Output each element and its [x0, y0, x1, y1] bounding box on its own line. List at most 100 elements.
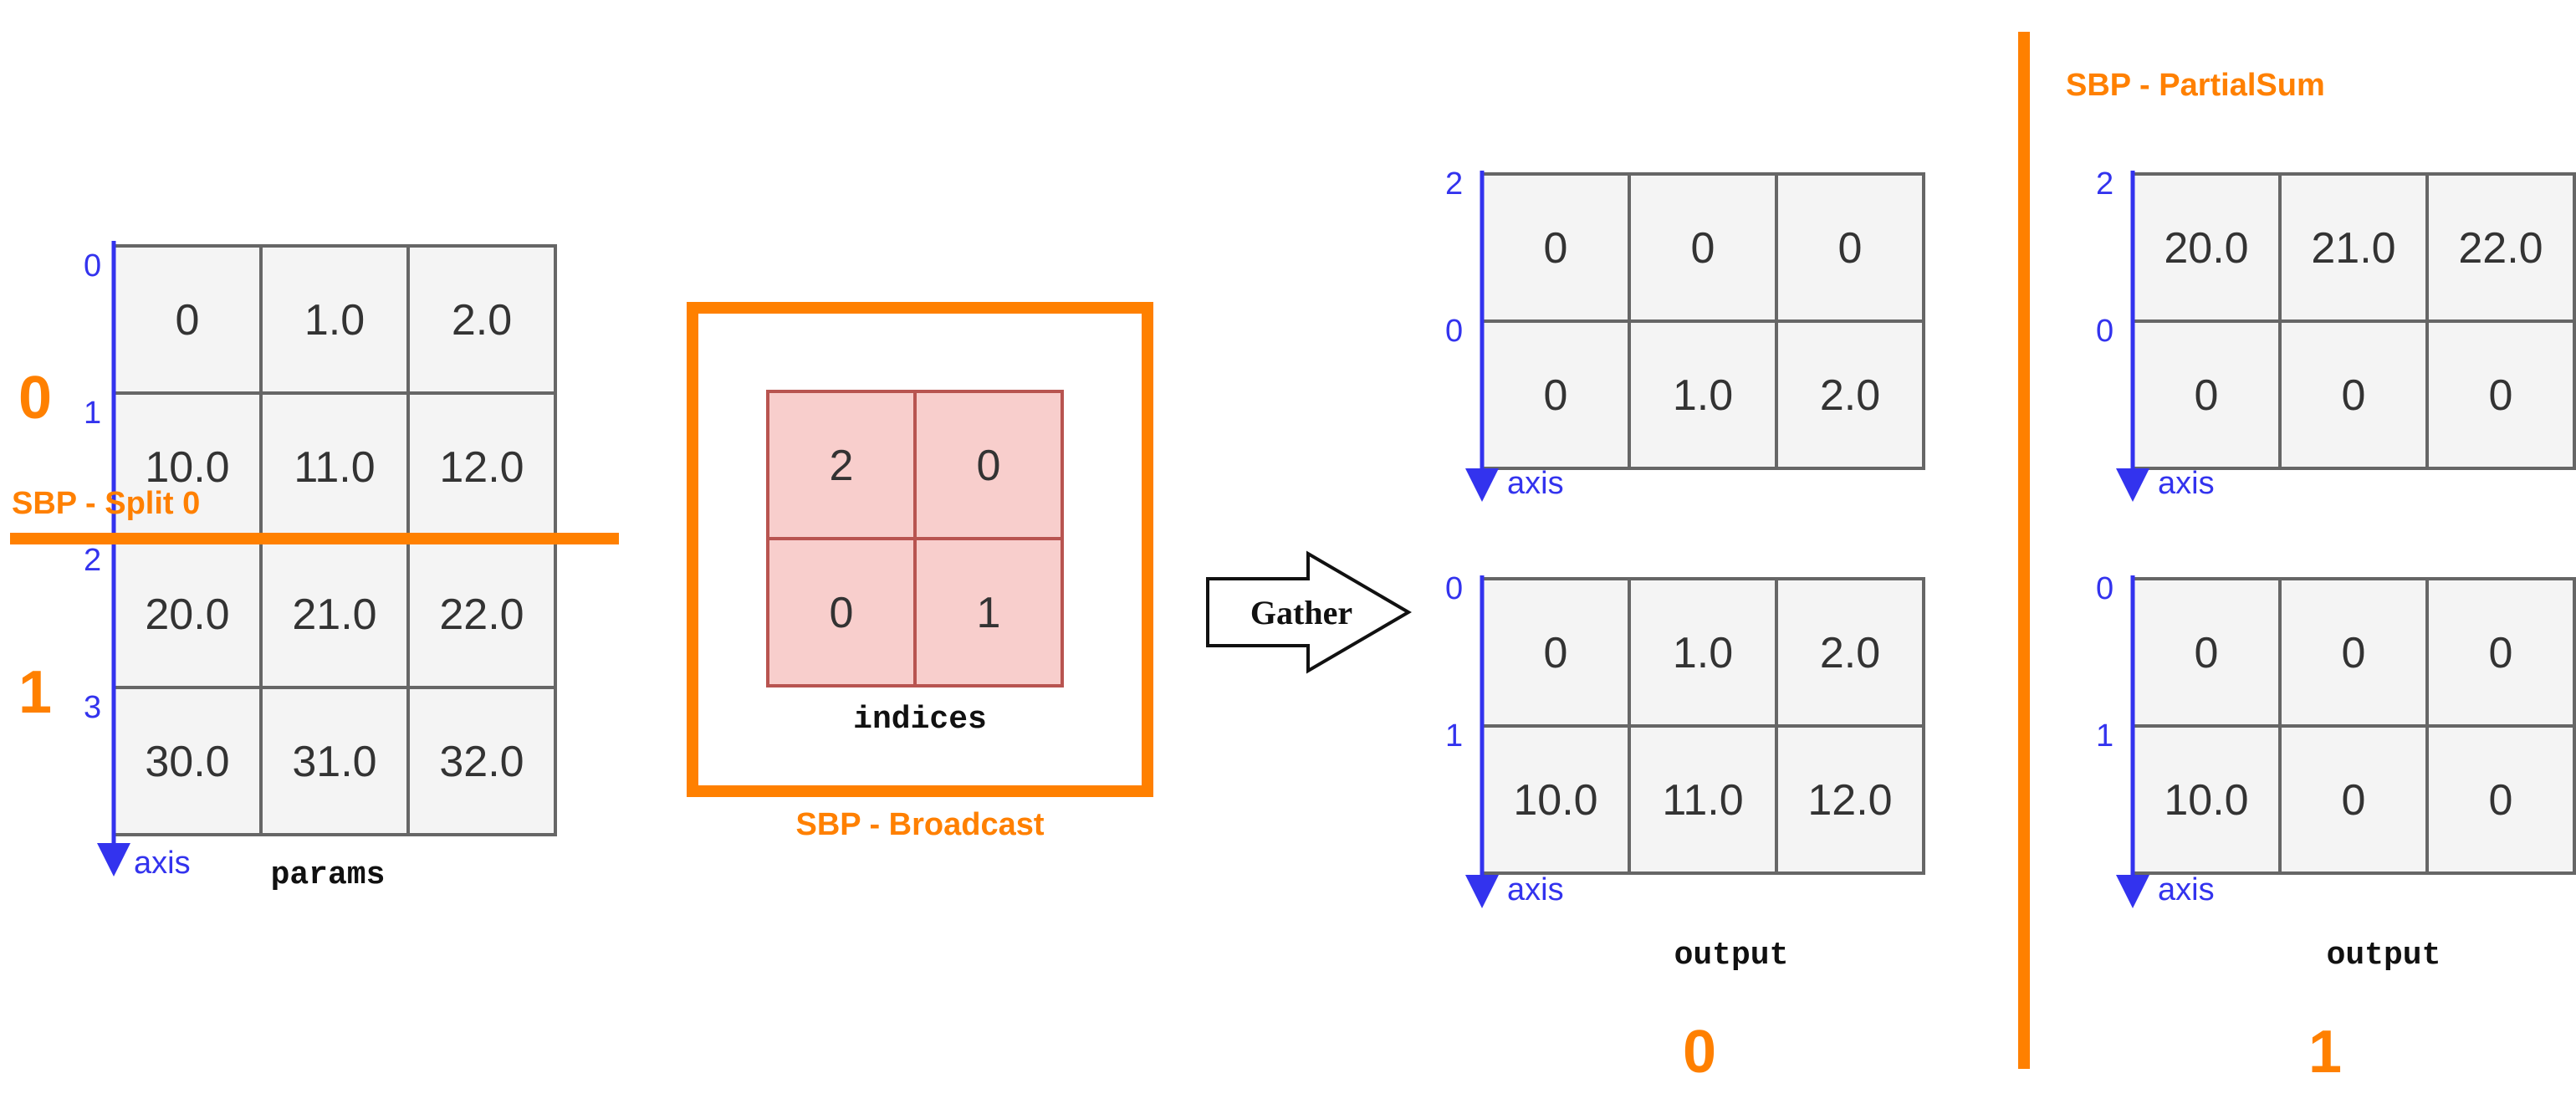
rank0-top-cell [1775, 319, 1925, 470]
rank1-top-axis-label: axis [2158, 466, 2215, 501]
params-cell-value: 32.0 [439, 738, 524, 786]
rank0-top-axis-label: axis [1507, 466, 1564, 501]
rank0-output-bottom: 0 1.0 2.0 10.0 11.0 12.0 0 1 [1445, 571, 1925, 875]
params-cell-value: 22.0 [439, 590, 524, 639]
rank0-bottom-cell [1775, 577, 1925, 728]
params-tensor: 0 1.0 2.0 10.0 11.0 12.0 20.0 21.0 22.0 30.0 31.0 3… [112, 244, 557, 836]
rank1-bottom-cell-value: 0 [2342, 629, 2366, 677]
params-cell-value: 0 [176, 296, 200, 345]
rank1-bottom-cell [2131, 577, 2282, 728]
params-axis-label: axis [134, 846, 191, 881]
rank0-top-cell [1480, 319, 1631, 470]
params-rank-0-label: 0 [18, 365, 52, 432]
params-cell-value: 20.0 [145, 590, 229, 639]
params-cell [112, 686, 263, 836]
rank0-bottom-cell [1775, 724, 1925, 875]
indices-broadcast-frame [687, 302, 1153, 797]
indices-cell [913, 390, 1064, 540]
rank0-output-label: output [1674, 938, 1789, 974]
rank1-top-cell-value: 22.0 [2458, 224, 2543, 273]
params-row-indices: 0 1 2 3 [84, 248, 101, 725]
rank1-bottom-cell-value: 10.0 [2164, 776, 2248, 825]
rank0-top-cell [1628, 172, 1778, 323]
rank1-bottom-row-index: 0 [2096, 571, 2113, 606]
params-row-index: 2 [84, 543, 101, 578]
rank1-bottom-cell-value: 0 [2489, 776, 2513, 825]
rank1-output-bottom: 0 0 0 10.0 0 0 0 1 [2096, 571, 2576, 875]
params-cell-value: 30.0 [145, 738, 229, 786]
rank1-top-cell-value: 0 [2342, 371, 2366, 420]
rank0-top-cell [1480, 172, 1631, 323]
rank1-top-cell-value: 0 [2195, 371, 2219, 420]
params-row-index: 3 [84, 690, 101, 725]
rank1-output-label: output [2327, 938, 2441, 974]
rank1-top-cell-value: 0 [2489, 371, 2513, 420]
rank1-top-axis-arrow-icon [2116, 468, 2149, 502]
params-cell [406, 539, 557, 689]
indices-cell [913, 537, 1064, 687]
rank1-top-row-index: 0 [2096, 314, 2113, 349]
rank0-top-cell-value: 2.0 [1820, 371, 1880, 420]
rank0-bottom-cell [1480, 724, 1631, 875]
rank0-bottom-axis-label: axis [1507, 872, 1564, 907]
rank1-sbp-label: SBP - PartialSum [2066, 68, 2325, 103]
rank0-bottom-cell-value: 2.0 [1820, 629, 1880, 677]
params-cell [406, 244, 557, 395]
params-cell-value: 21.0 [292, 590, 376, 639]
rank1-bottom-axis-label: axis [2158, 872, 2215, 907]
rank0-bottom-cell [1628, 724, 1778, 875]
indices-sbp-label: SBP - Broadcast [795, 807, 1044, 842]
rank0-output-top: 0 0 0 0 1.0 2.0 2 0 [1445, 166, 1925, 470]
rank0-top-cell-value: 1.0 [1673, 371, 1733, 420]
rank0-top-row-index: 0 [1445, 314, 1463, 349]
indices-cell [766, 537, 917, 687]
rank0-top-cell [1775, 172, 1925, 323]
indices-tensor: 2 00 1 [766, 390, 1064, 687]
rank0-bottom-cell-value: 12.0 [1807, 776, 1892, 825]
rank1-bottom-row-index: 1 [2096, 718, 2113, 754]
params-cell-value: 1.0 [304, 296, 365, 345]
rank0-bottom-cell-value: 11.0 [1662, 776, 1743, 825]
params-sbp-label: SBP - Split 0 [12, 486, 200, 521]
rank1-top-cell-value: 20.0 [2164, 224, 2248, 273]
params-row-index: 1 [84, 396, 101, 431]
rank1-top-cell [2278, 319, 2429, 470]
indices-cell-value: 0 [830, 589, 854, 637]
rank1-top-cell [2425, 172, 2576, 323]
params-cell-value: 10.0 [145, 443, 229, 492]
rank0-bottom-row-index: 0 [1445, 571, 1463, 606]
indices-cell-value: 0 [977, 442, 1001, 490]
rank0-label: 0 [1683, 1019, 1716, 1086]
rank1-label: 1 [2308, 1019, 2342, 1086]
params-cell-value: 11.0 [294, 443, 375, 492]
rank0-top-cell-value: 0 [1544, 371, 1568, 420]
rank1-bottom-cell [2425, 724, 2576, 875]
params-rank-1-label: 1 [18, 659, 52, 726]
params-cell [112, 244, 263, 395]
params-cell-value: 12.0 [439, 443, 524, 492]
rank1-bottom-cell [2278, 724, 2429, 875]
rank0-bottom-cell-value: 10.0 [1513, 776, 1597, 825]
params-cell [259, 244, 410, 395]
params-cell [259, 539, 410, 689]
rank1-bottom-axis-arrow-icon [2116, 875, 2149, 908]
indices-cell-value: 2 [830, 442, 854, 490]
rank1-bottom-cell-value: 0 [2195, 629, 2219, 677]
params-axis-arrow-icon [97, 843, 130, 877]
rank1-bottom-cell-value: 0 [2342, 776, 2366, 825]
rank1-bottom-cell [2425, 577, 2576, 728]
gather-arrow-icon [1206, 550, 1412, 674]
rank0-bottom-row-index: 1 [1445, 718, 1463, 754]
indices-cell-value: 1 [977, 589, 1001, 637]
rank0-top-cell-value: 0 [1544, 224, 1568, 273]
rank1-top-cell [2278, 172, 2429, 323]
rank1-top-row-index: 2 [2096, 166, 2113, 202]
params-label: params [271, 857, 386, 893]
rank1-top-cell-value: 21.0 [2311, 224, 2395, 273]
rank1-top-cell [2425, 319, 2576, 470]
rank1-output-top: 20.0 21.0 22.0 0 0 0 2 0 [2096, 166, 2576, 470]
params-cell-value: 2.0 [452, 296, 512, 345]
rank0-bottom-cell-value: 0 [1544, 629, 1568, 677]
rank0-top-cell-value: 0 [1691, 224, 1715, 273]
